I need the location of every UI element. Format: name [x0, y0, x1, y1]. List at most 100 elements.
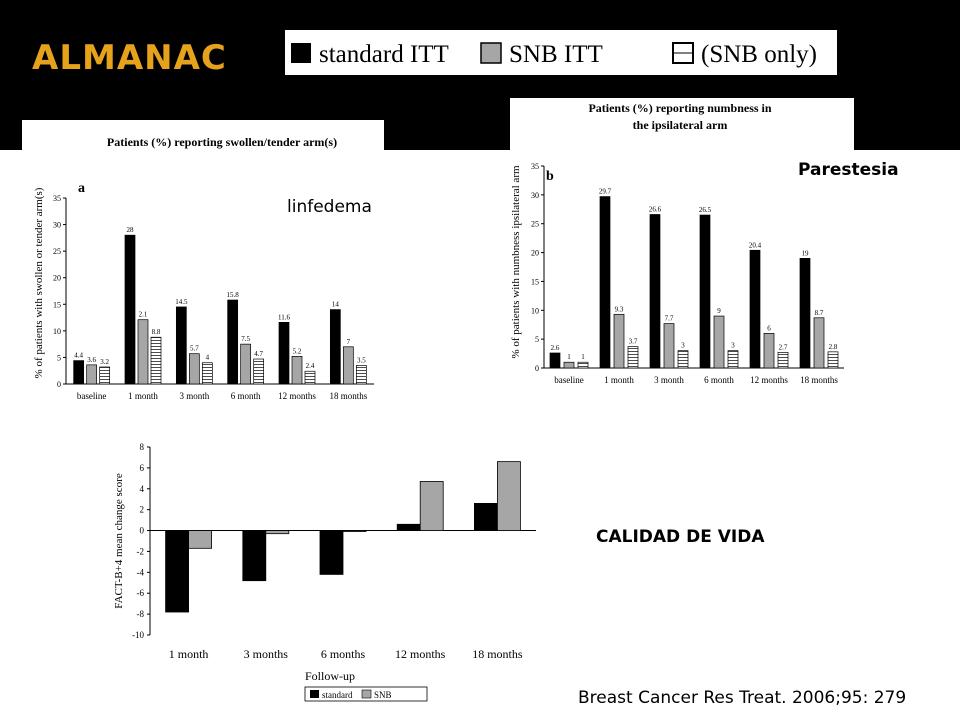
chart-b-value-label: 19	[802, 249, 810, 257]
chart-a-ytick-label: 25	[53, 247, 61, 256]
chart-b-value-label: 6	[767, 324, 771, 332]
chart-b-ylabel: % of patients with numbness ipsilateral …	[510, 165, 522, 359]
chart-c-category-label: 6 months	[321, 647, 366, 661]
legend-label-standard: standard ITT	[319, 41, 449, 68]
chart-b-bar	[749, 249, 761, 369]
chart-a-value-label: 2.4	[306, 362, 315, 370]
citation: Breast Cancer Res Treat. 2006;95: 279	[578, 688, 907, 708]
chart-a-bar	[137, 319, 149, 385]
chart-c-bar	[396, 523, 421, 531]
chart-a-value-label: 5.2	[293, 347, 302, 355]
chart-a-ytick-label: 0	[57, 380, 61, 389]
chart-b-value-label: 26.6	[649, 205, 662, 213]
chart-c-ytick-label: -8	[137, 609, 145, 619]
chart-a-category-label: 3 month	[179, 391, 209, 401]
chart-a-category-label: 1 month	[128, 391, 158, 401]
chart-b-bar	[777, 352, 789, 369]
chart-a-bar	[175, 306, 187, 385]
chart-a-bar	[86, 364, 98, 385]
legend-label-snb-only: (SNB only)	[701, 41, 817, 68]
label-parestesia: Parestesia	[798, 160, 899, 180]
chart-c-ytick-label: 0	[140, 526, 145, 536]
chart-a-ytick-label: 20	[53, 274, 61, 283]
chart-a-value-label: 4	[206, 354, 210, 362]
chart-c-ytick-label: -4	[137, 567, 145, 577]
chart-a-category-label: baseline	[77, 391, 107, 401]
chart-a-value-label: 14	[332, 301, 340, 309]
chart-a-bar	[150, 336, 162, 385]
chart-b-ytick-label: 10	[531, 306, 539, 315]
chart-a-bar	[188, 353, 200, 385]
chart-a-bar	[329, 309, 341, 385]
chart-a-value-label: 4.4	[74, 352, 83, 360]
chart-c-ytick-label: -10	[132, 630, 144, 640]
chart-panel-c: FACT-B+4 mean change score Follow-up sta…	[100, 435, 550, 705]
chart-b-ytick-label: 35	[531, 162, 539, 171]
chart-b-value-label: 2.8	[829, 343, 838, 351]
legend-svg: standard ITT SNB ITT (SNB only)	[291, 41, 817, 68]
chart-a-bar	[304, 370, 316, 385]
label-linfedema: linfedema	[287, 197, 372, 217]
chart-a-bar	[291, 356, 303, 385]
chart-b-value-label: 2.7	[779, 343, 788, 351]
chart-c-category-label: 18 months	[472, 647, 523, 661]
label-calidad-de-vida: CALIDAD DE VIDA	[596, 527, 765, 547]
chart-a-bar	[355, 365, 367, 385]
chart-b-category-label: 3 month	[654, 375, 684, 385]
chart-a-panel-letter: a	[78, 181, 85, 196]
chart-b-value-label: 1	[581, 353, 585, 361]
chart-b-bar	[599, 196, 611, 369]
chart-b-bar	[577, 361, 589, 369]
chart-a-category-label: 6 month	[231, 391, 261, 401]
chart-b-value-label: 9	[717, 307, 721, 315]
chart-b-category-label: baseline	[554, 375, 584, 385]
chart-b-bar	[699, 214, 711, 369]
chart-c-bar	[419, 481, 444, 531]
chart-b-value-label: 29.7	[599, 188, 612, 196]
chart-a-ytick-label: 10	[53, 327, 61, 336]
chart-b-ytick-label: 30	[531, 191, 539, 200]
chart-b-value-label: 8.7	[815, 309, 824, 317]
slide-title: ALMANAC	[32, 38, 227, 78]
chart-b-title-line1: Patients (%) reporting numbness in	[588, 101, 771, 115]
chart-c-bar	[242, 530, 267, 582]
chart-c-legend-swatch-snb	[361, 689, 372, 699]
chart-a-value-label: 7	[347, 338, 351, 346]
chart-b-value-label: 3	[681, 342, 685, 350]
chart-c-ytick-label: 2	[140, 505, 145, 515]
chart-c-category-label: 3 months	[244, 647, 289, 661]
chart-a-value-label: 3.6	[87, 356, 96, 364]
chart-c-category-label: 12 months	[395, 647, 446, 661]
chart-b-bar	[763, 333, 775, 369]
chart-a-bar	[278, 322, 290, 385]
chart-b-bar	[677, 350, 689, 369]
chart-a-value-label: 8.8	[152, 328, 161, 336]
legend-swatch-standard	[291, 43, 311, 63]
chart-a-bar	[73, 360, 85, 385]
chart-b-category-label: 6 month	[704, 375, 734, 385]
legend-label-snb: SNB ITT	[509, 41, 603, 68]
chart-b-bar	[799, 257, 811, 369]
chart-c-ytick-label: 6	[140, 463, 145, 473]
chart-b-svg: Patients (%) reporting numbness in the i…	[510, 101, 844, 385]
chart-b-bar	[827, 351, 839, 369]
chart-a-bar	[201, 362, 213, 385]
chart-c-bar	[165, 530, 189, 613]
chart-b-ytick-label: 5	[535, 335, 539, 344]
chart-b-value-label: 26.5	[699, 206, 712, 214]
chart-b-value-label: 20.4	[749, 241, 762, 249]
chart-b-value-label: 3.7	[629, 338, 638, 346]
chart-b-value-label: 1	[567, 353, 571, 361]
chart-b-ytick-label: 20	[531, 249, 539, 258]
chart-panel-a: Patients (%) reporting swollen/tender ar…	[22, 120, 384, 410]
chart-b-bar	[563, 361, 575, 369]
chart-a-value-label: 28	[127, 226, 135, 234]
chart-legend: standard ITT SNB ITT (SNB only)	[285, 30, 837, 78]
chart-b-value-label: 3	[731, 342, 735, 350]
chart-a-ytick-label: 35	[53, 194, 61, 203]
chart-a-value-label: 11.6	[278, 313, 290, 321]
chart-c-legend-standard: standard	[322, 690, 353, 700]
chart-a-value-label: 3.2	[100, 358, 109, 366]
chart-b-bar	[813, 317, 825, 369]
chart-b-panel-letter: b	[546, 169, 554, 184]
